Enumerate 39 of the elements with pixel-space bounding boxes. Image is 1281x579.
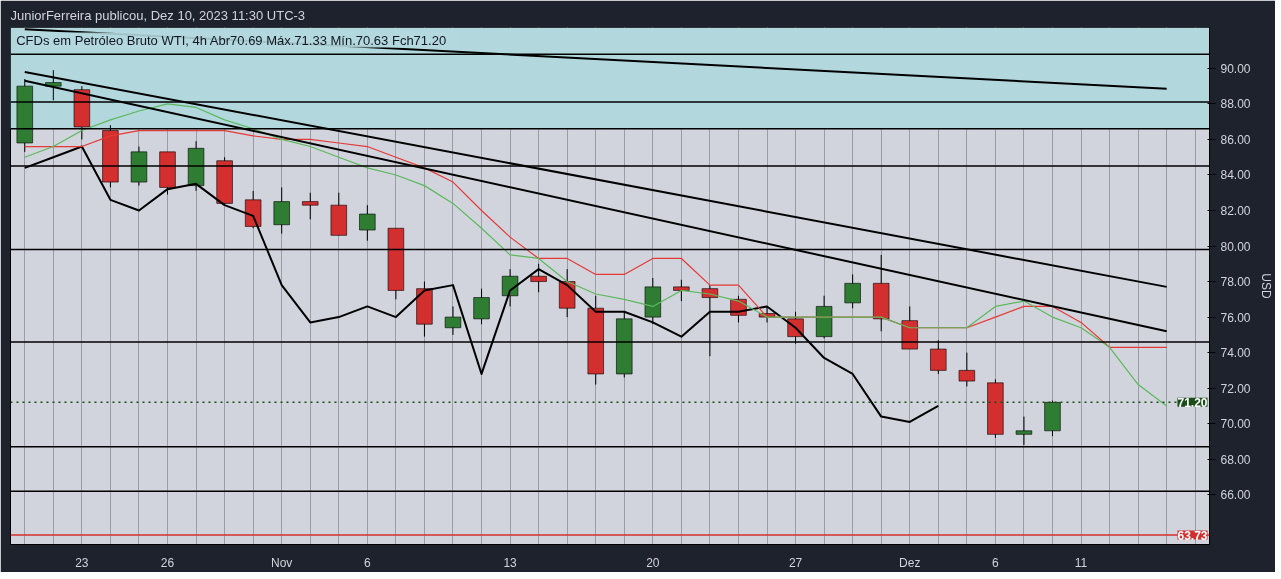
y-tick-label: 66.00 bbox=[1220, 488, 1251, 503]
y-tick-label: 78.00 bbox=[1220, 275, 1251, 290]
x-tick-label: Nov bbox=[271, 555, 293, 570]
candlestick bbox=[958, 352, 975, 387]
candlestick bbox=[530, 263, 547, 293]
x-tick-label: 11 bbox=[1074, 555, 1088, 570]
x-tick-label: 13 bbox=[503, 555, 518, 570]
candlestick bbox=[359, 204, 376, 242]
x-tick-label: 26 bbox=[160, 555, 175, 570]
text: JuniorFerreira publicou, Dez 10, 2023 11:30 UTC-3 bbox=[10, 7, 306, 23]
y-axis-title: USD bbox=[1258, 273, 1273, 299]
x-tick-label: 23 bbox=[75, 555, 89, 570]
x-tick-label: Dez bbox=[899, 555, 921, 570]
y-tick-label: 86.00 bbox=[1220, 132, 1251, 147]
candlestick bbox=[444, 305, 462, 336]
candlestick bbox=[844, 273, 861, 309]
x-tick-label: 27 bbox=[788, 555, 803, 570]
y-tick-label: 82.00 bbox=[1220, 203, 1251, 218]
y-tick-label: 72.00 bbox=[1220, 381, 1251, 396]
y-tick-label: 74.00 bbox=[1220, 346, 1251, 361]
chart-title: CFDs em Petróleo Bruto WTI, 4h Abr70.69 Máx.71.33 Mín.70.63 Fch71.20 bbox=[16, 32, 447, 48]
line-series bbox=[24, 103, 1168, 407]
candlestick bbox=[473, 288, 490, 325]
x-tick-label: 20 bbox=[646, 555, 660, 570]
candlestick bbox=[302, 192, 319, 220]
candlestick bbox=[273, 186, 290, 235]
y-tick-label: 76.00 bbox=[1220, 310, 1251, 325]
y-tick-label: 88.00 bbox=[1220, 97, 1251, 112]
y-tick-label: 70.00 bbox=[1220, 417, 1251, 432]
y-tick-label: 80.00 bbox=[1220, 239, 1251, 254]
ref-line-label: 63.73 bbox=[1177, 528, 1208, 543]
y-tick-label: 68.00 bbox=[1220, 452, 1251, 467]
candlestick bbox=[673, 279, 690, 302]
candlestick bbox=[501, 268, 519, 307]
ref-line-label: 71.20 bbox=[1177, 395, 1208, 410]
x-tick-label: 6 bbox=[364, 555, 372, 570]
y-tick-label: 90.00 bbox=[1220, 61, 1251, 76]
x-tick-label: 6 bbox=[992, 555, 1000, 570]
y-tick-label: 84.00 bbox=[1220, 168, 1251, 183]
